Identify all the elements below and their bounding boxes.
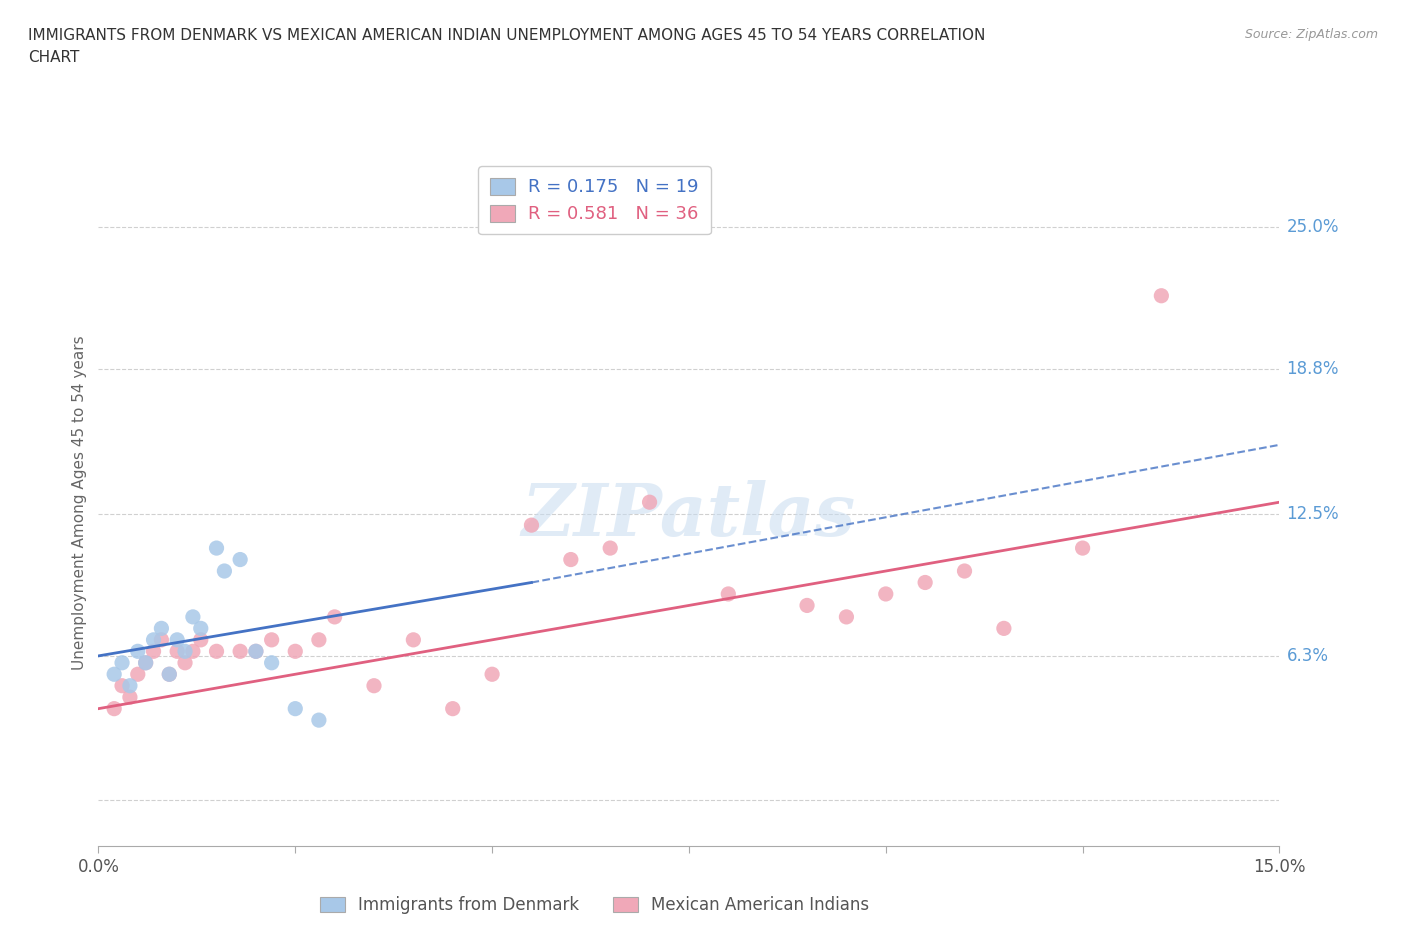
Text: 12.5%: 12.5% (1286, 505, 1339, 523)
Point (441, 701, 464, 716)
Point (214, 564, 236, 578)
Point (245, 644, 267, 658)
Point (174, 656, 197, 671)
Point (560, 552, 582, 567)
Text: IMMIGRANTS FROM DENMARK VS MEXICAN AMERICAN INDIAN UNEMPLOYMENT AMONG AGES 45 TO: IMMIGRANTS FROM DENMARK VS MEXICAN AMERI… (28, 28, 986, 65)
Point (308, 712, 330, 727)
Point (135, 656, 157, 671)
Point (181, 609, 204, 624)
Point (953, 564, 976, 578)
Text: 25.0%: 25.0% (1286, 218, 1339, 236)
Point (103, 701, 125, 716)
Point (142, 632, 165, 647)
Point (142, 644, 165, 658)
Y-axis label: Unemployment Among Ages 45 to 54 years: Unemployment Among Ages 45 to 54 years (72, 335, 87, 670)
Point (190, 632, 212, 647)
Point (1150, 288, 1173, 303)
Point (260, 656, 283, 671)
Point (363, 678, 385, 693)
Point (260, 632, 283, 647)
Point (1071, 540, 1094, 555)
Point (103, 667, 125, 682)
Point (157, 667, 180, 682)
Point (150, 632, 173, 647)
Point (205, 540, 228, 555)
Point (190, 621, 212, 636)
Point (229, 552, 252, 567)
Point (229, 644, 252, 658)
Text: 6.3%: 6.3% (1286, 647, 1329, 665)
Point (402, 632, 425, 647)
Point (111, 678, 134, 693)
Point (150, 621, 173, 636)
Point (166, 644, 188, 658)
Point (914, 575, 936, 590)
Point (127, 667, 149, 682)
Text: ZIPatlas: ZIPatlas (522, 481, 856, 551)
Point (284, 701, 307, 716)
Point (245, 644, 267, 658)
Point (875, 587, 897, 602)
Point (127, 644, 149, 658)
Point (599, 540, 621, 555)
Point (174, 644, 197, 658)
Point (717, 587, 740, 602)
Text: 18.8%: 18.8% (1286, 360, 1339, 379)
Point (796, 598, 818, 613)
Point (520, 518, 543, 533)
Point (323, 609, 346, 624)
Text: Source: ZipAtlas.com: Source: ZipAtlas.com (1244, 28, 1378, 41)
Point (118, 678, 141, 693)
Legend: Immigrants from Denmark, Mexican American Indians: Immigrants from Denmark, Mexican America… (314, 889, 876, 921)
Point (205, 644, 228, 658)
Point (166, 632, 188, 647)
Point (993, 621, 1015, 636)
Point (284, 644, 307, 658)
Point (835, 609, 858, 624)
Point (638, 495, 661, 510)
Point (111, 656, 134, 671)
Point (181, 644, 204, 658)
Point (135, 656, 157, 671)
Point (118, 690, 141, 705)
Point (157, 667, 180, 682)
Point (308, 632, 330, 647)
Point (481, 667, 503, 682)
